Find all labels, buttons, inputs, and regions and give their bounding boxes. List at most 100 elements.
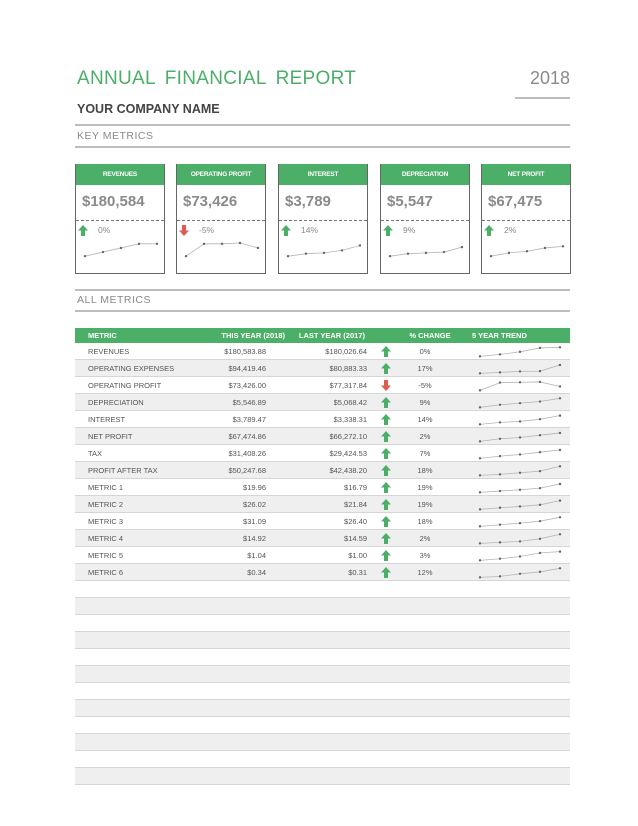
- sparkline: [478, 499, 562, 511]
- cell-trend: [477, 360, 563, 377]
- table-row: [75, 734, 570, 751]
- card-label: REVENUES: [76, 164, 164, 185]
- cell-trend: [477, 462, 563, 479]
- card-value: $3,789: [279, 185, 367, 221]
- sparkline-point: [238, 241, 242, 245]
- sparkline-point: [558, 516, 562, 519]
- card-label: NET PROFIT: [482, 164, 570, 185]
- cell-trend: [477, 564, 563, 581]
- card-change-value: -5%: [199, 225, 215, 235]
- cell-trend: [477, 394, 563, 411]
- table-row: PROFIT AFTER TAX $50,247.68 $42,438.20 18%: [75, 462, 570, 479]
- cell-metric: PROFIT AFTER TAX: [88, 466, 158, 475]
- cell-metric: DEPRECIATION: [88, 398, 144, 407]
- cell-metric: TAX: [88, 449, 103, 458]
- table-row: REVENUES $180,583.88 $180,026.64 0%: [75, 343, 570, 360]
- table-body: REVENUES $180,583.88 $180,026.64 0% OPERATIN…: [75, 343, 570, 785]
- table-row: INTEREST $3,789.47 $3,338.31 14%: [75, 411, 570, 428]
- cell-last-year: $77,317.84: [329, 381, 367, 390]
- sparkline-point: [507, 251, 511, 255]
- cell-this-year: $180,583.88: [224, 347, 266, 356]
- cell-last-year: $80,883.33: [329, 364, 367, 373]
- arrow-up-icon: [381, 414, 391, 425]
- sparkline-point: [558, 550, 562, 553]
- metric-card: OPERATING PROFIT $73,426 -5%: [176, 164, 266, 274]
- cell-last-year: $21.84: [344, 500, 367, 509]
- arrow-up-icon: [381, 516, 391, 527]
- sparkline-point: [538, 369, 542, 373]
- cell-trend: [477, 513, 563, 530]
- card-change-value: 2%: [504, 225, 517, 235]
- table-row: METRIC 6 $0.34 $0.31 12%: [75, 564, 570, 581]
- sparkline-line: [479, 516, 561, 527]
- sparkline-point: [518, 420, 522, 423]
- card-value: $5,547: [381, 185, 469, 221]
- sparkline-point: [518, 572, 522, 575]
- card-change: 0%: [76, 221, 164, 241]
- sparkline-point: [498, 353, 502, 356]
- cell-change: 14%: [417, 415, 433, 424]
- cell-this-year: $1.04: [247, 551, 266, 560]
- table-row: [75, 768, 570, 785]
- cell-this-year: $50,247.68: [228, 466, 266, 475]
- arrow-down-icon: [381, 380, 391, 391]
- cell-this-year: $31,408.26: [228, 449, 266, 458]
- sparkline-point: [538, 551, 542, 555]
- sparkline-point: [538, 519, 542, 523]
- sparkline-line: [479, 500, 561, 510]
- card-change: 9%: [381, 221, 469, 241]
- cell-trend: [477, 547, 563, 564]
- sparkline: [478, 550, 562, 562]
- cell-last-year: $29,424.53: [329, 449, 367, 458]
- cell-trend: [477, 428, 563, 445]
- cell-metric: METRIC 2: [88, 500, 124, 509]
- cell-metric: METRIC 5: [88, 551, 124, 560]
- cell-metric: METRIC 3: [88, 517, 124, 526]
- sparkline-point: [518, 370, 522, 373]
- arrow-up-icon: [381, 363, 391, 374]
- cell-change: 0%: [419, 347, 431, 356]
- sparkline-point: [558, 363, 562, 367]
- sparkline-line: [287, 245, 361, 257]
- sparkline-point: [525, 250, 529, 253]
- card-value: $73,426: [177, 185, 265, 221]
- sparkline-point: [184, 254, 188, 258]
- card-change: 2%: [482, 221, 570, 241]
- arrow-up-icon: [381, 499, 391, 510]
- table-row: [75, 751, 570, 768]
- table-row: TAX $31,408.26 $29,424.53 7%: [75, 445, 570, 462]
- card-trend: [183, 240, 261, 260]
- company-name: YOUR COMPANY NAME: [77, 102, 220, 116]
- sparkline-line: [479, 415, 561, 425]
- sparkline-point: [478, 525, 482, 528]
- cell-last-year: $16.79: [344, 483, 367, 492]
- sparkline-point: [101, 250, 105, 254]
- card-trend: [285, 240, 363, 260]
- sparkline-point: [442, 250, 446, 254]
- sparkline: [83, 242, 159, 258]
- sparkline-point: [460, 245, 464, 249]
- cell-last-year: $3,338.31: [333, 415, 367, 424]
- sparkline-point: [406, 252, 410, 255]
- cell-trend: [477, 479, 563, 496]
- report-year: 2018: [529, 68, 570, 88]
- metric-card: INTEREST $3,789 14%: [278, 164, 368, 274]
- cell-change: 9%: [419, 398, 431, 407]
- table-row: [75, 632, 570, 649]
- metric-card: REVENUES $180,584 0%: [75, 164, 165, 274]
- sparkline-point: [518, 471, 522, 474]
- year-underline: [515, 97, 570, 99]
- cell-last-year: $26.40: [344, 517, 367, 526]
- arrow-down-icon: [179, 225, 189, 236]
- cell-last-year: $14.59: [344, 534, 367, 543]
- table-row: [75, 683, 570, 700]
- cell-this-year: $5,546.89: [232, 398, 266, 407]
- sparkline-point: [518, 453, 522, 456]
- header-change: % CHANGE: [409, 331, 451, 340]
- sparkline-point: [558, 482, 562, 486]
- cell-change: -5%: [418, 381, 432, 390]
- sparkline: [478, 482, 562, 494]
- sparkline-point: [518, 350, 522, 354]
- arrow-up-icon: [484, 225, 494, 236]
- sparkline-point: [538, 469, 542, 473]
